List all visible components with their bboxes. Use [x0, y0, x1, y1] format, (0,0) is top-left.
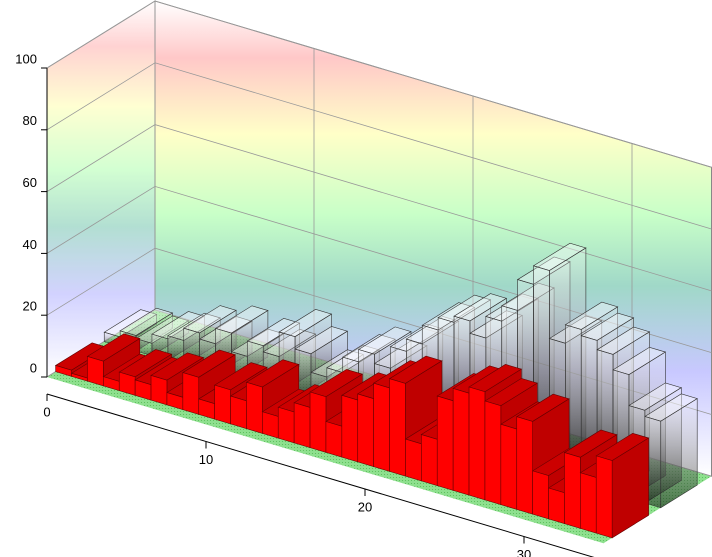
- bar-front: [421, 434, 438, 487]
- plot: 0 20 40 60 80 100 0 10 20 30: [15, 0, 712, 557]
- bar-front: [87, 356, 104, 387]
- bar-front: [341, 394, 359, 463]
- bar-front: [309, 391, 327, 453]
- bar-front: [516, 416, 533, 515]
- bar: [595, 432, 650, 539]
- bar-front: [389, 378, 406, 477]
- bar-front: [580, 472, 597, 534]
- bar-front: [357, 393, 374, 468]
- y-tick-label: 80: [23, 113, 37, 128]
- bar-front: [214, 384, 231, 425]
- x-tick-label: 20: [358, 499, 372, 514]
- y-tick-label: 0: [30, 360, 37, 375]
- bar-front: [182, 372, 200, 415]
- bar-front: [325, 421, 343, 458]
- bar-front: [246, 381, 263, 434]
- bar-front: [55, 365, 72, 377]
- bar-front: [500, 423, 518, 510]
- bar-front: [293, 402, 311, 449]
- x-tick-label: 10: [199, 452, 213, 467]
- y-tick-label: 20: [23, 299, 37, 314]
- bar-front: [468, 386, 486, 501]
- bar-front: [452, 388, 470, 496]
- y-tick-label: 60: [23, 175, 37, 190]
- x-axis: [46, 393, 595, 557]
- x-tick-label: 0: [43, 404, 50, 419]
- y-tick-label: 100: [15, 51, 37, 66]
- x-tick-label: 30: [517, 547, 531, 557]
- bar-front: [150, 375, 168, 406]
- bar-front: [373, 382, 390, 472]
- bar-front: [595, 455, 613, 539]
- bar-front: [262, 411, 279, 439]
- bar-front: [532, 470, 549, 520]
- bar-front: [230, 395, 247, 430]
- bar-front: [548, 487, 565, 525]
- bar-front: [277, 406, 295, 444]
- bar-front: [405, 438, 422, 482]
- bar-front: [484, 400, 502, 506]
- bar-front: [436, 395, 454, 491]
- bar-front: [564, 452, 581, 529]
- bar-front: [118, 371, 136, 396]
- y-tick-label: 40: [23, 237, 37, 252]
